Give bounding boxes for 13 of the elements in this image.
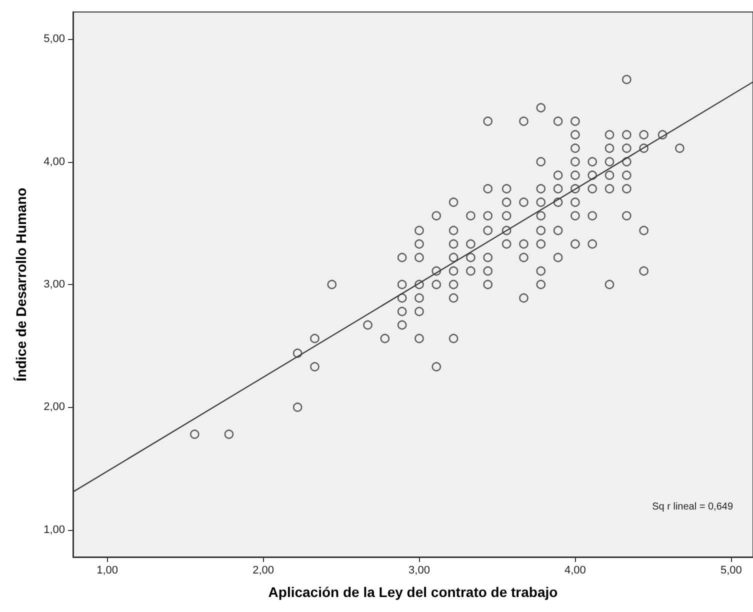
y-axis-title: Índice de Desarrollo Humano xyxy=(13,188,29,382)
x-axis-title: Aplicación de la Ley del contrato de trabajo xyxy=(268,584,558,600)
y-tick-label: 2,00 xyxy=(44,401,65,414)
y-tick-label: 1,00 xyxy=(44,524,65,536)
annotation: Sq r lineal = 0,649 xyxy=(652,502,734,512)
x-tick-label: 1,00 xyxy=(96,564,118,576)
y-tick-label: 3,00 xyxy=(44,278,65,290)
y-tick-label: 4,00 xyxy=(44,156,65,168)
x-tick-label: 5,00 xyxy=(720,564,742,576)
y-tick-label: 5,00 xyxy=(44,33,65,46)
x-tick-label: 2,00 xyxy=(252,564,274,576)
x-tick-label: 3,00 xyxy=(408,564,430,576)
x-tick-label: 4,00 xyxy=(564,564,586,576)
